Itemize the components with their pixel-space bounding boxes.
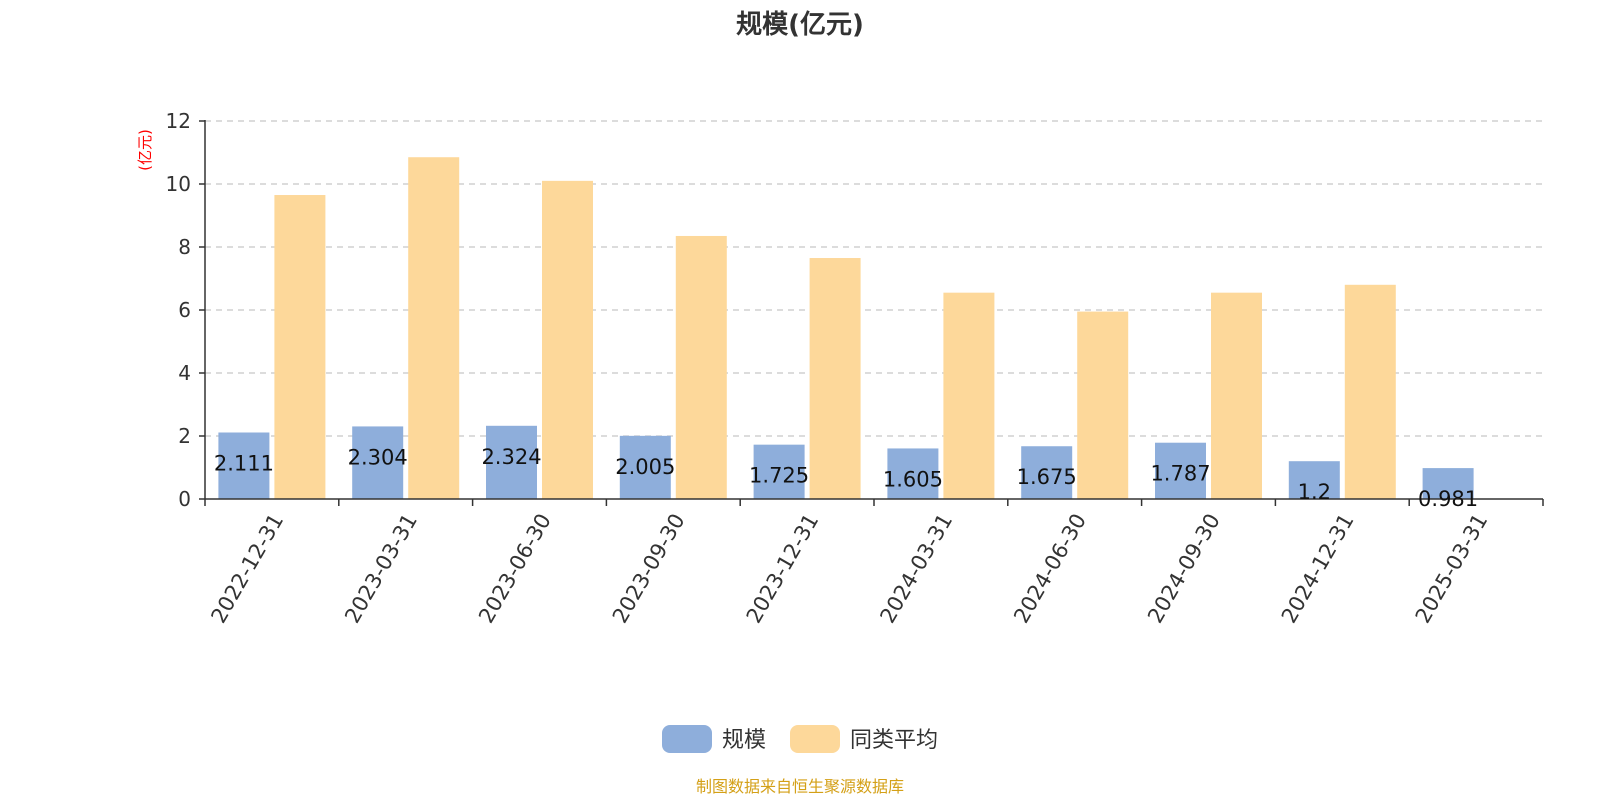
x-tick-label: 2023-12-31 — [742, 510, 824, 628]
bar-value-label: 2.005 — [615, 455, 675, 479]
bar — [274, 195, 326, 499]
legend-label: 同类平均 — [850, 728, 938, 753]
bar — [1077, 311, 1129, 499]
bar — [675, 235, 727, 499]
bars — [218, 157, 1474, 499]
bar-value-label: 1.787 — [1150, 462, 1210, 486]
grid-lines — [205, 120, 1543, 437]
bar-value-label: 1.605 — [883, 467, 943, 491]
bar — [943, 292, 995, 499]
y-tick-label: 12 — [166, 109, 191, 133]
y-tick-label: 2 — [178, 424, 191, 448]
bar — [542, 180, 593, 499]
x-tick-label: 2025-03-31 — [1411, 510, 1493, 628]
bar — [619, 435, 671, 499]
bar — [218, 432, 270, 499]
x-tick-label: 2024-09-30 — [1143, 510, 1225, 628]
x-tick-label: 2023-09-30 — [608, 510, 690, 628]
bar — [1422, 468, 1474, 499]
x-tick-label: 2024-03-31 — [875, 510, 957, 628]
chart-title: 规模(亿元) — [736, 10, 864, 40]
bar-value-label: 2.111 — [214, 452, 274, 476]
bar — [352, 426, 404, 499]
bar-value-label: 0.981 — [1418, 487, 1478, 511]
legend-swatch — [790, 725, 840, 753]
bar — [1211, 292, 1262, 499]
y-tick-label: 4 — [178, 361, 191, 385]
bar — [1288, 461, 1340, 499]
bar — [753, 444, 805, 499]
value-labels: 2.111 2.304 2.324 2.005 1.725 1.605 1.675 1.787… — [214, 445, 1478, 511]
bar-value-label: 2.304 — [348, 445, 408, 469]
bar-value-label: 1.725 — [749, 464, 809, 488]
x-tick-label: 2022-12-31 — [206, 510, 288, 628]
bar — [1344, 284, 1396, 499]
bar — [408, 157, 460, 499]
y-tick-label: 8 — [178, 235, 191, 259]
bar — [486, 425, 537, 499]
y-tick-label: 6 — [178, 298, 191, 322]
y-tick-label: 0 — [178, 487, 191, 511]
bar — [1155, 442, 1206, 499]
x-tick-label: 2023-06-30 — [474, 510, 556, 628]
x-tick-label: 2024-06-30 — [1009, 510, 1091, 628]
bar-value-label: 1.675 — [1017, 465, 1077, 489]
bar-value-label: 2.324 — [481, 445, 541, 469]
x-tick-label: 2023-03-31 — [340, 510, 422, 628]
x-tick-label: 2024-12-31 — [1277, 510, 1359, 628]
data-source-note: 制图数据来自恒生聚源数据库 — [696, 777, 904, 796]
bar — [809, 258, 861, 499]
y-tick-label: 10 — [166, 172, 191, 196]
bar — [1021, 446, 1073, 499]
bar — [887, 448, 939, 499]
legend-label: 规模 — [722, 728, 766, 753]
legend[interactable]: 规模 同类平均 — [662, 725, 938, 753]
legend-swatch — [662, 725, 712, 753]
bar-value-label: 1.2 — [1298, 480, 1331, 504]
y-axis-unit-label: (亿元) — [136, 129, 154, 171]
